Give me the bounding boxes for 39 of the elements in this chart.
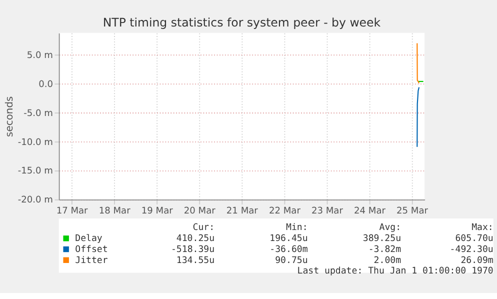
line-series: [416, 42, 420, 84]
text: 134.55u: [176, 256, 215, 266]
x-tick-label: 19 Mar: [141, 206, 174, 216]
text: 389.25u: [362, 234, 402, 244]
text: -492.30u: [450, 244, 494, 255]
x-tick-label: 18 Mar: [98, 206, 131, 216]
text: -3.82m: [368, 244, 402, 255]
text: -518.39u: [170, 244, 215, 255]
text: Max:: [472, 223, 494, 234]
text: 26.09m: [460, 256, 494, 266]
x-tick-label: 24 Mar: [354, 206, 386, 216]
text: Min:: [286, 223, 308, 234]
text: Cur:: [192, 223, 215, 234]
text: 2.00m: [374, 256, 402, 266]
y-tick-label: 5.0 m: [26, 51, 54, 62]
y-tick-label: 0.0: [38, 80, 54, 90]
text: 196.45u: [270, 234, 308, 244]
x-tick-label: 23 Mar: [311, 206, 344, 216]
text: -36.60m: [270, 244, 308, 255]
x-tick-label: 17 Mar: [56, 206, 88, 216]
legend-label: Delay: [75, 234, 103, 244]
y-tick-label: -20.0 m: [18, 196, 54, 206]
chart-title: NTP timing statistics for system peer - by week: [102, 16, 381, 30]
text: 90.75u: [275, 256, 308, 266]
y-tick-label: -5.0 m: [24, 108, 54, 119]
legend-label: Jitter: [75, 256, 108, 266]
text: 410.25u: [176, 234, 215, 244]
line-series: [416, 86, 420, 148]
text: 605.70u: [455, 234, 494, 244]
text: Last update: Thu Jan 1 01:00:00 1970: [297, 266, 494, 277]
x-tick-label: 20 Mar: [184, 206, 216, 216]
text: Avg:: [379, 223, 402, 234]
x-tick-label: 25 Mar: [396, 206, 428, 216]
y-axis-title: seconds: [4, 96, 16, 137]
y-tick-label: -10.0 m: [18, 138, 54, 148]
legend-label: Offset: [75, 244, 108, 255]
y-tick-label: -15.0 m: [18, 166, 54, 177]
x-tick-label: 22 Mar: [268, 206, 301, 216]
x-tick-label: 21 Mar: [226, 206, 258, 216]
